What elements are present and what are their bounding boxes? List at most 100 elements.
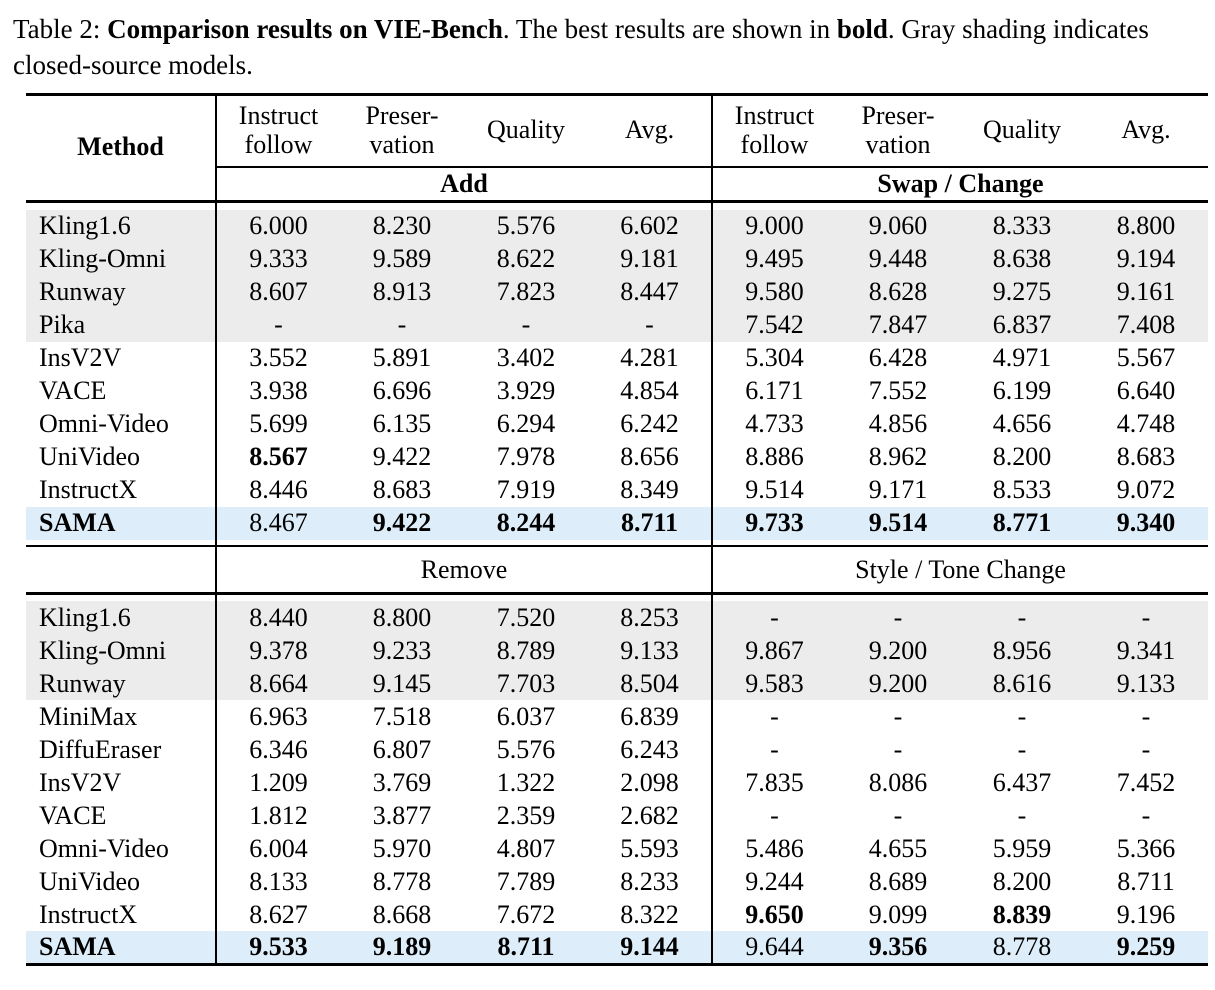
value-cell: 5.593 bbox=[620, 833, 679, 863]
vie-bench-results-table: Method Instruct follow Preser-vation Qualit… bbox=[26, 93, 1208, 966]
table-row-diffueraser: DiffuEraser 6.346 6.807 5.576 6.243 - - - - bbox=[26, 733, 1208, 767]
value-cell: 7.703 bbox=[464, 667, 588, 701]
value-cell: 8.200 bbox=[992, 442, 1052, 472]
value-cell: 9.145 bbox=[340, 667, 464, 701]
value-cell: 3.929 bbox=[496, 376, 556, 406]
table-row-instructx: InstructX 8.446 8.683 7.919 8.349 9.514 9.171 8… bbox=[26, 473, 1208, 507]
value-cell: 9.275 bbox=[960, 275, 1084, 309]
value-cell: 7.518 bbox=[372, 701, 432, 731]
section-remove-style-body: Kling1.6 8.440 8.800 7.520 8.253- - - - Kling-Om… bbox=[26, 593, 1208, 965]
section-2-header: Remove Style / Tone Change bbox=[26, 545, 1208, 594]
value-cell: 5.699 bbox=[215, 407, 340, 441]
value-cell: - bbox=[960, 601, 1084, 635]
value-cell: 9.356 bbox=[836, 931, 960, 965]
value-cell: 4.748 bbox=[1116, 409, 1176, 439]
task-header-swap-change: Swap / Change bbox=[711, 166, 1208, 202]
value-cell: - bbox=[588, 308, 712, 342]
value-cell: 9.194 bbox=[1084, 242, 1208, 276]
table-row-insv2v: InsV2V 1.209 3.769 1.322 2.098 7.835 8.086 6.43… bbox=[26, 766, 1208, 800]
value-cell: 4.656 bbox=[992, 409, 1052, 439]
value-cell: - bbox=[340, 308, 464, 342]
value-cell: 1.812 bbox=[215, 799, 340, 833]
value-cell: 8.244 bbox=[464, 506, 588, 540]
spacer-cell bbox=[26, 201, 216, 210]
table-row-omni-video: Omni-Video 6.004 5.970 4.807 5.593 5.486 4.655… bbox=[26, 832, 1208, 866]
value-cell: 9.181 bbox=[588, 242, 712, 276]
table-row-minimax: MiniMax 6.963 7.518 6.037 6.839 - - - - bbox=[26, 700, 1208, 734]
caption-bold-word: bold bbox=[836, 14, 888, 44]
method-cell: InsV2V bbox=[39, 343, 122, 373]
value-cell: 9.133 bbox=[1084, 667, 1208, 701]
value-cell: 9.171 bbox=[868, 475, 928, 505]
spacer-cell bbox=[711, 539, 1208, 546]
column-header-instruct-follow-right: Instruct follow bbox=[711, 94, 836, 168]
value-cell: 3.552 bbox=[215, 341, 340, 375]
method-cell: Kling-Omni bbox=[26, 634, 216, 668]
method-column-header: Method bbox=[26, 94, 216, 203]
value-cell: 8.956 bbox=[960, 634, 1084, 668]
value-cell: 3.769 bbox=[372, 767, 432, 797]
value-cell: 8.622 bbox=[464, 242, 588, 276]
value-cell: 6.837 bbox=[960, 308, 1084, 342]
caption-mid: . The best results are shown in bbox=[502, 14, 837, 44]
value-cell: 5.576 bbox=[496, 734, 556, 764]
value-cell: - bbox=[1141, 701, 1151, 731]
value-cell: 8.913 bbox=[340, 275, 464, 309]
table-row-sama: SAMA 9.533 9.189 8.711 9.144 9.644 9.356 8.778 9… bbox=[26, 931, 1208, 965]
method-cell: Runway bbox=[26, 667, 216, 701]
column-header-preservation-right: Preser-vation bbox=[836, 94, 960, 168]
method-cell: MiniMax bbox=[39, 701, 138, 731]
value-cell: 8.627 bbox=[215, 898, 340, 932]
value-cell: 6.696 bbox=[372, 376, 432, 406]
value-cell: 8.086 bbox=[868, 767, 928, 797]
value-cell: 2.098 bbox=[620, 767, 679, 797]
value-cell: 9.259 bbox=[1084, 931, 1208, 965]
value-cell: 8.800 bbox=[340, 601, 464, 635]
table-row-instructx: InstructX 8.627 8.668 7.672 8.322 9.650 9.099 8… bbox=[26, 898, 1208, 932]
value-cell: 4.971 bbox=[992, 343, 1052, 373]
value-cell: 9.000 bbox=[711, 209, 836, 243]
spacer-cell bbox=[711, 593, 1208, 602]
value-cell: 7.978 bbox=[496, 442, 556, 472]
value-cell: 8.567 bbox=[215, 440, 340, 474]
value-cell: 8.504 bbox=[588, 667, 712, 701]
value-cell: 9.867 bbox=[711, 634, 836, 668]
value-cell: 7.552 bbox=[868, 376, 928, 406]
value-cell: 6.037 bbox=[496, 701, 556, 731]
value-cell: 9.333 bbox=[215, 242, 340, 276]
value-cell: 8.333 bbox=[960, 209, 1084, 243]
value-cell: 9.060 bbox=[836, 209, 960, 243]
section-add-swap-body: Kling1.6 6.000 8.230 5.576 6.602 9.000 9.060 8.… bbox=[26, 201, 1208, 546]
value-cell: 9.422 bbox=[372, 442, 432, 472]
value-cell: 9.448 bbox=[836, 242, 960, 276]
task-header-style-tone: Style / Tone Change bbox=[711, 545, 1208, 594]
method-cell: VACE bbox=[39, 376, 107, 406]
value-cell: 4.856 bbox=[868, 409, 928, 439]
value-cell: 8.349 bbox=[620, 475, 679, 505]
method-cell: UniVideo bbox=[39, 442, 140, 472]
table-caption: Table 2: Comparison results on VIE-Bench… bbox=[13, 12, 1205, 83]
value-cell: 7.542 bbox=[711, 308, 836, 342]
value-cell: 9.589 bbox=[340, 242, 464, 276]
column-header-avg-right: Avg. bbox=[1084, 94, 1208, 168]
value-cell: 9.099 bbox=[868, 899, 928, 929]
value-cell: 2.682 bbox=[620, 800, 679, 830]
value-cell: 5.576 bbox=[464, 209, 588, 243]
value-cell: - bbox=[1141, 734, 1151, 764]
table-row-insv2v: InsV2V 3.552 5.891 3.402 4.281 5.304 6.428 4.97… bbox=[26, 341, 1208, 375]
value-cell: 5.486 bbox=[711, 832, 836, 866]
value-cell: 6.346 bbox=[215, 733, 340, 767]
value-cell: 9.189 bbox=[340, 931, 464, 965]
method-cell: Runway bbox=[26, 275, 216, 309]
value-cell: 8.230 bbox=[340, 209, 464, 243]
metric-header-row: Method Instruct follow Preser-vation Qualit… bbox=[26, 94, 1208, 203]
value-cell: 8.778 bbox=[372, 866, 432, 896]
value-cell: - bbox=[1141, 800, 1151, 830]
value-cell: 8.962 bbox=[868, 442, 928, 472]
task-header-remove: Remove bbox=[215, 545, 712, 594]
spacer-cell bbox=[215, 201, 712, 210]
spacer-cell bbox=[26, 594, 216, 602]
value-cell: 7.789 bbox=[496, 866, 556, 896]
method-cell: Pika bbox=[26, 308, 216, 342]
value-cell: 1.209 bbox=[215, 766, 340, 800]
